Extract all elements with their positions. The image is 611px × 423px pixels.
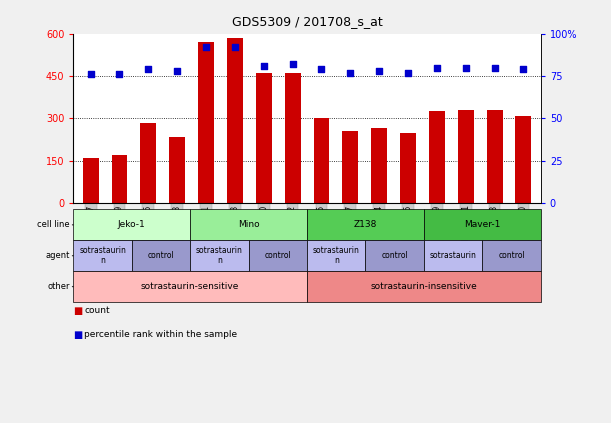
Text: control: control [498, 251, 525, 260]
Point [230, 44, 240, 51]
Point [86, 71, 95, 78]
Text: sotrastaurin
n: sotrastaurin n [313, 246, 360, 265]
Point [489, 64, 499, 71]
Text: ■: ■ [73, 306, 82, 316]
Text: sotrastaurin
n: sotrastaurin n [196, 246, 243, 265]
Bar [400, 132, 416, 203]
Text: percentile rank within the sample: percentile rank within the sample [84, 330, 238, 338]
Point [432, 64, 442, 71]
Text: Z138: Z138 [354, 220, 377, 229]
Point [461, 64, 470, 71]
Point [259, 63, 269, 69]
Point [316, 66, 326, 73]
Text: Mino: Mino [238, 220, 260, 229]
Text: count: count [84, 306, 110, 315]
Text: sotrastaurin
n: sotrastaurin n [79, 246, 126, 265]
Point [288, 61, 298, 68]
Text: control: control [265, 251, 291, 260]
Point [375, 68, 384, 74]
Bar [486, 110, 502, 203]
Bar [285, 73, 301, 203]
Bar [516, 115, 532, 203]
Bar [112, 155, 128, 203]
Text: control: control [148, 251, 174, 260]
Bar [169, 137, 185, 203]
Bar [429, 111, 445, 203]
Text: Jeko-1: Jeko-1 [118, 220, 145, 229]
Point [403, 69, 413, 76]
Text: ■: ■ [73, 330, 82, 340]
Bar [141, 123, 156, 203]
Bar [458, 110, 474, 203]
Point [345, 69, 355, 76]
Text: other: other [47, 282, 70, 291]
Bar [371, 128, 387, 203]
Text: sotrastaurin-insensitive: sotrastaurin-insensitive [370, 282, 477, 291]
Text: agent: agent [45, 251, 70, 260]
Point [144, 66, 153, 73]
Text: GDS5309 / 201708_s_at: GDS5309 / 201708_s_at [232, 15, 382, 28]
Text: sotrastaurin: sotrastaurin [430, 251, 477, 260]
Point [519, 66, 529, 73]
Bar [198, 42, 214, 203]
Point [115, 71, 125, 78]
Text: control: control [381, 251, 408, 260]
Bar [256, 73, 272, 203]
Bar [313, 118, 329, 203]
Text: cell line: cell line [37, 220, 70, 229]
Text: sotrastaurin-sensitive: sotrastaurin-sensitive [141, 282, 240, 291]
Bar [82, 158, 98, 203]
Point [201, 44, 211, 51]
Bar [342, 131, 358, 203]
Point [172, 68, 182, 74]
Text: Maver-1: Maver-1 [464, 220, 500, 229]
Bar [227, 38, 243, 203]
